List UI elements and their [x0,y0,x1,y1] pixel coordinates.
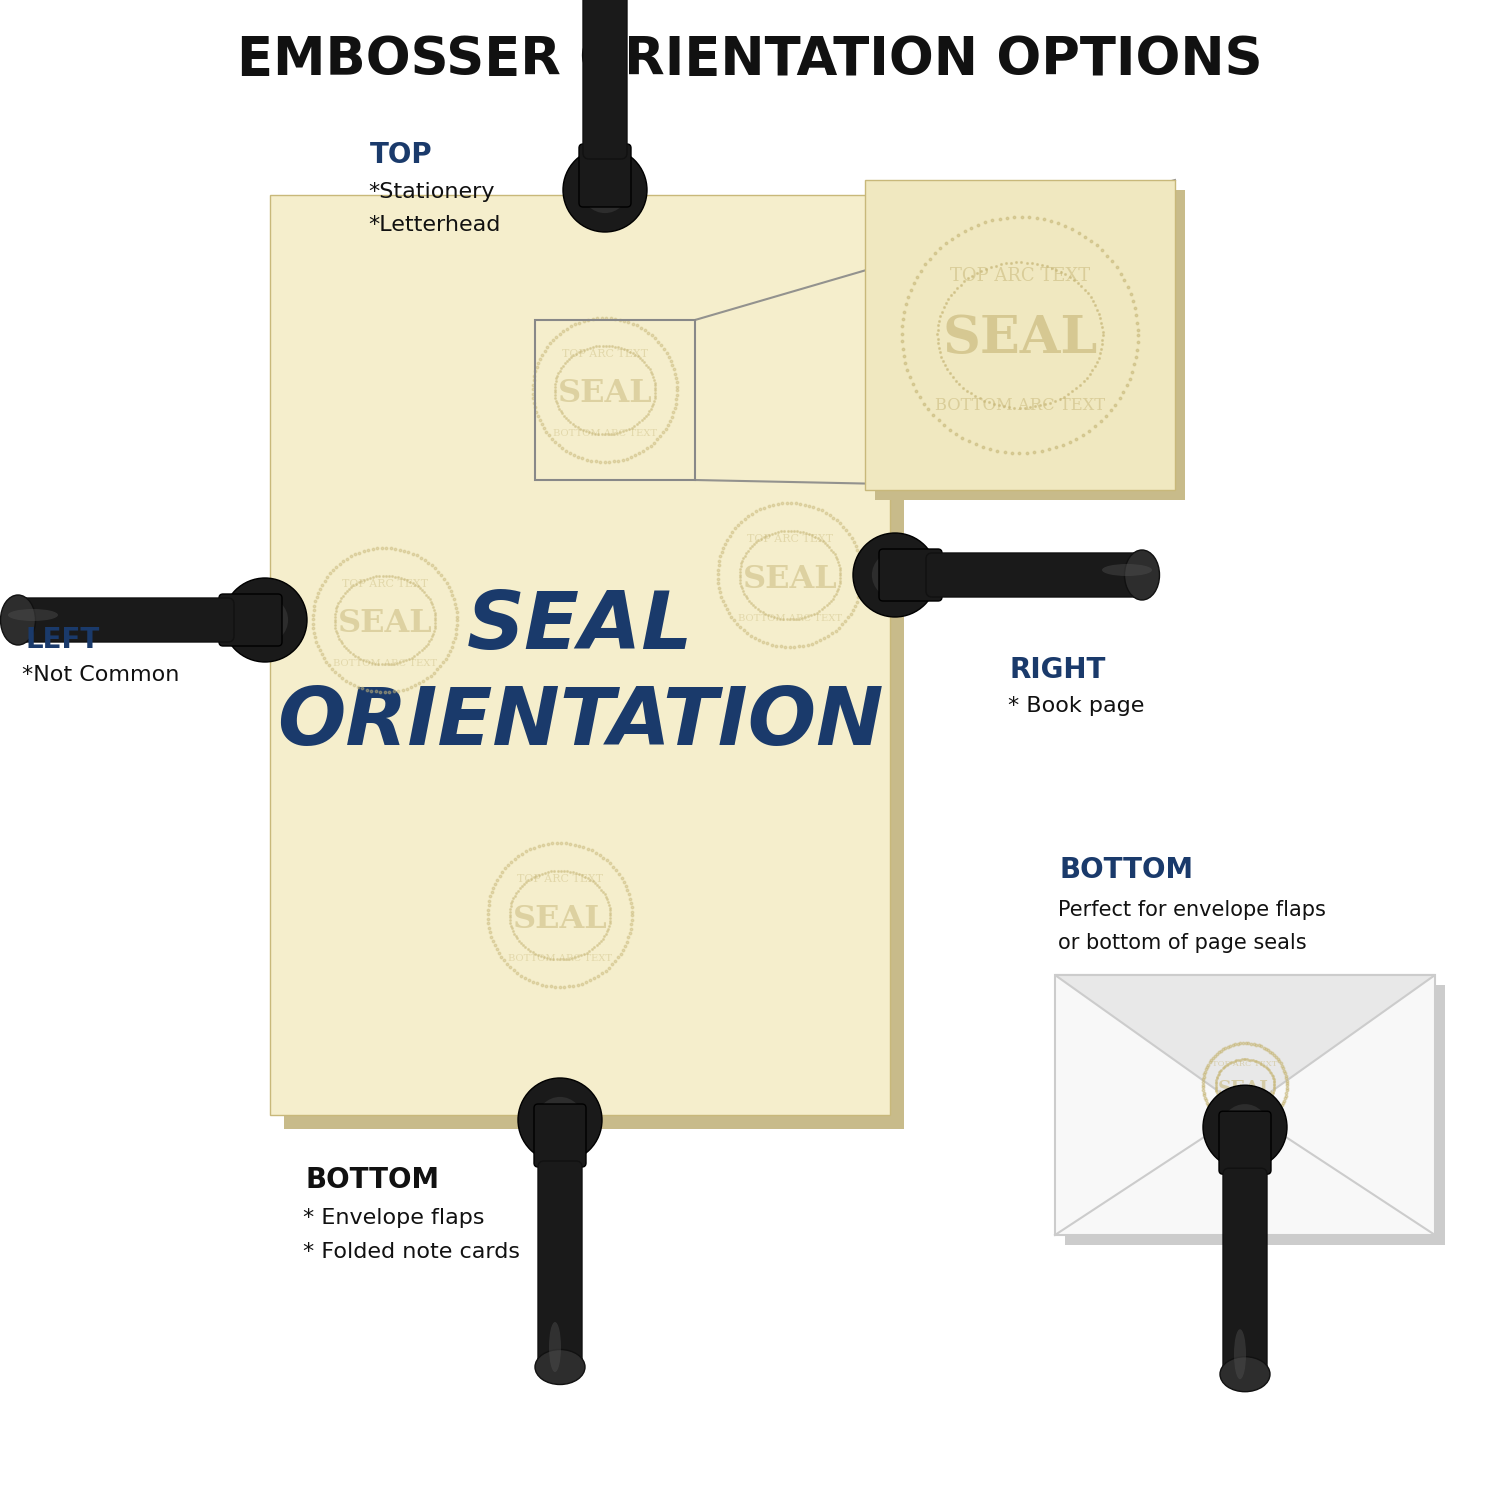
Text: TOP ARC TEXT: TOP ARC TEXT [342,579,427,590]
Text: SEAL: SEAL [338,609,432,639]
Text: TOP ARC TEXT: TOP ARC TEXT [747,534,833,544]
FancyBboxPatch shape [1220,1112,1270,1174]
Ellipse shape [536,1350,585,1384]
Ellipse shape [1220,1356,1270,1392]
Ellipse shape [8,609,59,621]
Text: SEAL: SEAL [942,314,1098,364]
FancyBboxPatch shape [219,594,282,646]
Text: Perfect for envelope flaps: Perfect for envelope flaps [1058,900,1326,920]
Text: TOP ARC TEXT: TOP ARC TEXT [518,874,603,884]
Text: * Folded note cards: * Folded note cards [303,1242,520,1262]
Circle shape [871,552,918,598]
Ellipse shape [0,596,36,645]
Text: BOTTOM: BOTTOM [1060,856,1194,883]
Text: *Stationery: *Stationery [368,182,495,203]
Text: TOP ARC TEXT: TOP ARC TEXT [562,350,648,358]
Text: EMBOSSER ORIENTATION OPTIONS: EMBOSSER ORIENTATION OPTIONS [237,34,1263,86]
FancyBboxPatch shape [534,1104,586,1167]
Circle shape [242,597,288,644]
Text: BOTTOM ARC TEXT: BOTTOM ARC TEXT [1209,1107,1281,1114]
Circle shape [582,166,628,213]
Text: BOTTOM ARC TEXT: BOTTOM ARC TEXT [509,954,612,963]
Text: RIGHT: RIGHT [1010,656,1107,684]
Circle shape [518,1078,602,1162]
Text: or bottom of page seals: or bottom of page seals [1058,933,1306,952]
Text: BOTTOM ARC TEXT: BOTTOM ARC TEXT [738,614,842,622]
Text: *Letterhead: *Letterhead [368,214,501,236]
Ellipse shape [1234,1329,1246,1378]
Text: LEFT: LEFT [26,626,99,654]
Ellipse shape [549,1322,561,1372]
Text: TOP: TOP [370,141,432,170]
Polygon shape [1054,975,1436,1110]
Text: * Envelope flaps: * Envelope flaps [303,1208,484,1228]
FancyBboxPatch shape [1054,975,1436,1234]
FancyBboxPatch shape [284,209,904,1130]
Text: SEAL: SEAL [742,564,837,594]
Text: BOTTOM ARC TEXT: BOTTOM ARC TEXT [934,398,1106,414]
Text: SEAL: SEAL [1218,1080,1272,1098]
FancyBboxPatch shape [874,190,1185,500]
Text: BOTTOM: BOTTOM [304,1166,439,1194]
FancyBboxPatch shape [926,554,1148,597]
FancyBboxPatch shape [538,1161,582,1372]
Ellipse shape [1102,564,1152,576]
FancyBboxPatch shape [865,180,1174,490]
Circle shape [562,148,646,232]
Text: SEAL: SEAL [466,588,693,666]
Circle shape [224,578,308,662]
Text: * Book page: * Book page [1008,696,1144,715]
Ellipse shape [1125,550,1160,600]
Circle shape [853,532,938,616]
Text: BOTTOM ARC TEXT: BOTTOM ARC TEXT [554,429,657,438]
FancyBboxPatch shape [584,0,627,159]
Text: SEAL: SEAL [513,903,608,934]
Text: *Not Common: *Not Common [22,664,180,686]
FancyBboxPatch shape [270,195,890,1114]
FancyBboxPatch shape [579,144,632,207]
FancyBboxPatch shape [12,598,234,642]
FancyBboxPatch shape [1222,1168,1268,1380]
Circle shape [1203,1084,1287,1168]
Text: TOP ARC TEXT: TOP ARC TEXT [950,267,1090,285]
FancyBboxPatch shape [1065,986,1444,1245]
FancyBboxPatch shape [879,549,942,602]
Text: BOTTOM ARC TEXT: BOTTOM ARC TEXT [333,658,436,668]
Text: ORIENTATION: ORIENTATION [276,684,884,762]
Circle shape [1222,1104,1268,1150]
Text: SEAL: SEAL [558,378,652,410]
Circle shape [537,1096,584,1143]
Text: TOP ARC TEXT: TOP ARC TEXT [1212,1060,1278,1068]
